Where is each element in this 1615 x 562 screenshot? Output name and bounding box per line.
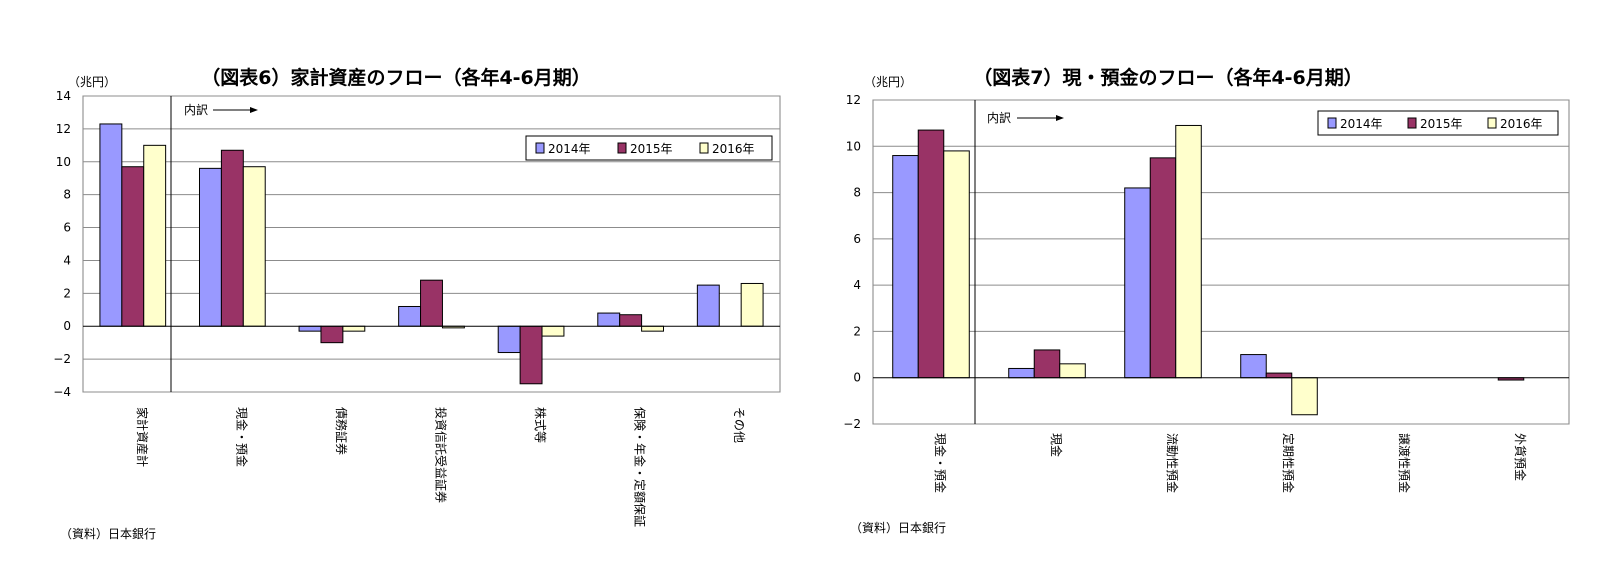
chart1-bar-3-3 [342,325,366,332]
chart1-breakdown-arrowhead [250,107,258,113]
chart2-breakdown-label: 内訳 [987,110,1011,125]
chart2-y-tick-label: 2 [853,324,861,338]
chart2-plot-frame [872,99,1570,425]
chart1-bar-3-7 [740,282,764,327]
chart2-y-tick-label: 6 [853,232,861,246]
chart1-bar-1-1 [99,123,123,327]
chart1-legend-label-2: 2015年 [630,142,673,156]
chart1-y-tick-label: 0 [63,319,71,333]
chart1-bar-2-5 [519,325,543,385]
chart1-y-tick-label: 14 [56,89,71,103]
chart1-legend-swatch-1 [535,142,545,154]
chart2-legend-box [1317,110,1559,136]
chart1-bar-2-3 [320,325,344,344]
chart1-bar-1-3 [298,325,322,332]
chart1-legend-swatch-2 [617,142,627,154]
chart2-bar-2-2 [1033,349,1061,379]
chart1-category-label: 債務証券 [334,407,349,455]
chart1-bar-2-1 [121,166,145,327]
chart2-legend-swatch-3 [1487,117,1497,129]
chart1-y-tick-label: 8 [63,188,71,202]
chart2-category-label: 流動性預金 [1165,433,1180,493]
chart2-bar-3-3 [1175,124,1202,379]
chart1-category-label: 投資信託受益証券 [434,407,449,503]
chart1-y-tick-label: 4 [63,253,71,267]
chart2-y-tick-label: 0 [853,371,861,385]
chart2-y-tick-label: 12 [846,93,861,107]
chart1-bar-1-2 [198,167,222,327]
chart2-y-tick-label: −2 [843,417,861,431]
chart2-source: （資料）日本銀行 [850,521,946,535]
chart2-category-label: 現金 [1049,433,1064,457]
chart1-bar-2-6 [619,314,643,327]
chart1-bar-1-4 [398,305,422,327]
chart1-breakdown-label: 内訳 [184,102,208,117]
chart2-bar-1-2 [1008,367,1035,379]
chart2-unit-label: （兆円） [864,75,912,89]
chart1-bar-3-1 [143,144,167,327]
chart2-legend-swatch-2 [1407,117,1417,129]
chart2-legend-label-3: 2016年 [1500,117,1543,131]
chart1-category-label: 家計資産計 [135,407,150,467]
chart2-bar-2-1 [917,129,945,379]
chart1-y-tick-label: −4 [53,385,71,399]
chart1-y-tick-label: 2 [63,286,71,300]
chart1-y-tick-label: 12 [56,122,71,136]
chart1-legend-swatch-3 [699,142,709,154]
chart2-bar-1-1 [892,155,919,379]
chart1-legend-label-1: 2014年 [548,142,591,156]
chart1-bar-1-6 [597,312,621,327]
chart1-bar-3-2 [242,166,266,327]
chart2-bar-1-3 [1124,187,1151,379]
chart2-category-label: 定期性預金 [1281,433,1296,493]
chart2-y-tick-label: 8 [853,186,861,200]
chart1-title: （図表6）家計資産のフロー（各年4-6月期） [201,66,591,89]
chart1-legend-label-3: 2016年 [712,142,755,156]
chart2-legend-label-2: 2015年 [1420,117,1463,131]
chart1-bar-1-5 [497,325,521,354]
chart2-bar-3-2 [1059,363,1086,379]
chart1-category-label: 現金・預金 [234,407,249,467]
chart2-category-label: 現金・預金 [933,433,948,493]
chart1-bar-3-5 [541,325,565,337]
chart1-y-tick-label: −2 [53,352,71,366]
chart1-source: （資料）日本銀行 [60,527,156,541]
chart2-bar-2-3 [1149,157,1177,379]
chart2-bar-2-4 [1265,372,1293,379]
chart1-legend-box [525,135,773,161]
chart2-y-tick-label: 10 [846,139,861,153]
chart1-category-label: その他 [732,407,746,443]
chart1-unit-label: （兆円） [68,75,116,89]
chart1-y-tick-label: 6 [63,221,71,235]
chart1-bar-2-2 [220,149,244,327]
chart2-legend-label-1: 2014年 [1340,117,1383,131]
chart1-category-label: 保険・年金・定額保証 [633,407,648,527]
chart2-y-tick-label: 4 [853,278,861,292]
chart2-bar-3-4 [1291,377,1318,416]
chart1-bar-3-6 [641,325,665,332]
chart2-title: （図表7）現・預金のフロー（各年4-6月期） [973,66,1363,89]
chart1-y-tick-label: 10 [56,155,71,169]
chart2-legend-swatch-1 [1327,117,1337,129]
chart1-bar-1-7 [696,284,720,327]
chart2-category-label: 譲渡性預金 [1397,433,1412,493]
chart2-breakdown-arrowhead [1056,115,1064,121]
chart2-bar-1-4 [1240,354,1267,379]
chart1-category-label: 株式等 [533,407,548,443]
chart1-bar-2-4 [420,279,443,327]
chart2-bar-3-1 [943,150,970,379]
chart2-category-label: 外貨預金 [1513,433,1528,481]
